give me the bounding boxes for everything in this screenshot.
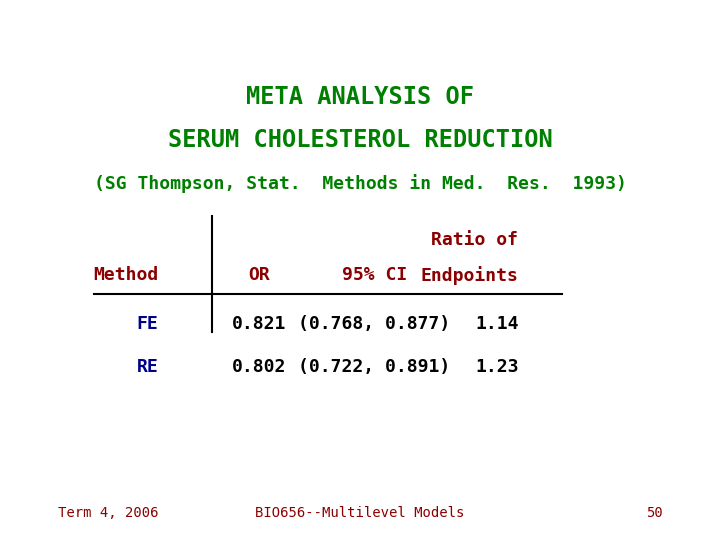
Text: 1.14: 1.14	[475, 315, 518, 333]
Text: (0.722, 0.891): (0.722, 0.891)	[298, 358, 451, 376]
Text: FE: FE	[137, 315, 158, 333]
Text: BIO656--Multilevel Models: BIO656--Multilevel Models	[256, 506, 464, 520]
Text: Ratio of: Ratio of	[431, 231, 518, 249]
Text: 50: 50	[646, 506, 662, 520]
Text: 95% CI: 95% CI	[342, 266, 407, 285]
Text: (SG Thompson, Stat.  Methods in Med.  Res.  1993): (SG Thompson, Stat. Methods in Med. Res.…	[94, 174, 626, 193]
Text: Endpoints: Endpoints	[420, 266, 518, 285]
Text: RE: RE	[137, 358, 158, 376]
Text: Method: Method	[93, 266, 158, 285]
Text: 1.23: 1.23	[475, 358, 518, 376]
Text: (0.768, 0.877): (0.768, 0.877)	[298, 315, 451, 333]
Text: 0.802: 0.802	[232, 358, 287, 376]
Text: META ANALYSIS OF: META ANALYSIS OF	[246, 85, 474, 109]
Text: SERUM CHOLESTEROL REDUCTION: SERUM CHOLESTEROL REDUCTION	[168, 129, 552, 152]
Text: OR: OR	[248, 266, 270, 285]
Text: 0.821: 0.821	[232, 315, 287, 333]
Text: Term 4, 2006: Term 4, 2006	[58, 506, 158, 520]
